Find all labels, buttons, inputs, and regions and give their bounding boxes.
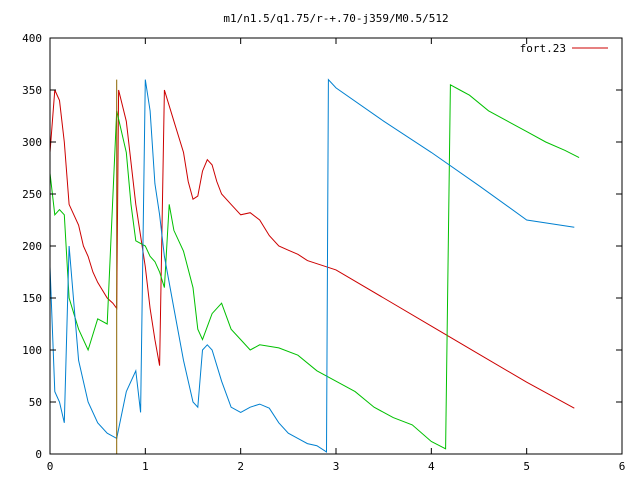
x-tick-label-4: 4 [428, 460, 435, 473]
series-line-2 [49, 78, 575, 453]
x-tick-label-6: 6 [619, 460, 626, 473]
legend-label: fort.23 [520, 42, 566, 55]
x-tick-label-5: 5 [523, 460, 530, 473]
series-line-1 [49, 83, 580, 450]
chart-title: m1/n1.5/q1.75/r-+.70-j359/M0.5/512 [223, 12, 448, 25]
plot-lines [49, 78, 580, 454]
x-tick-label-1: 1 [142, 460, 149, 473]
y-tick-label-6: 300 [22, 136, 42, 149]
y-tick-label-7: 350 [22, 84, 42, 97]
series-line-0 [49, 89, 575, 409]
y-tick-label-4: 200 [22, 240, 42, 253]
x-tick-label-0: 0 [47, 460, 54, 473]
x-tick-label-3: 3 [333, 460, 340, 473]
y-tick-label-5: 250 [22, 188, 42, 201]
axes: 0 1 2 3 4 5 6 0 50 100 150 200 250 300 350 400 [22, 32, 625, 473]
plot-frame [49, 37, 623, 455]
x-tick-label-2: 2 [237, 460, 244, 473]
y-tick-label-8: 400 [22, 32, 42, 45]
y-tick-label-3: 150 [22, 292, 42, 305]
y-tick-label-1: 50 [29, 396, 42, 409]
y-tick-label-0: 0 [35, 448, 42, 461]
legend: fort.23 [520, 42, 608, 55]
y-tick-label-2: 100 [22, 344, 42, 357]
